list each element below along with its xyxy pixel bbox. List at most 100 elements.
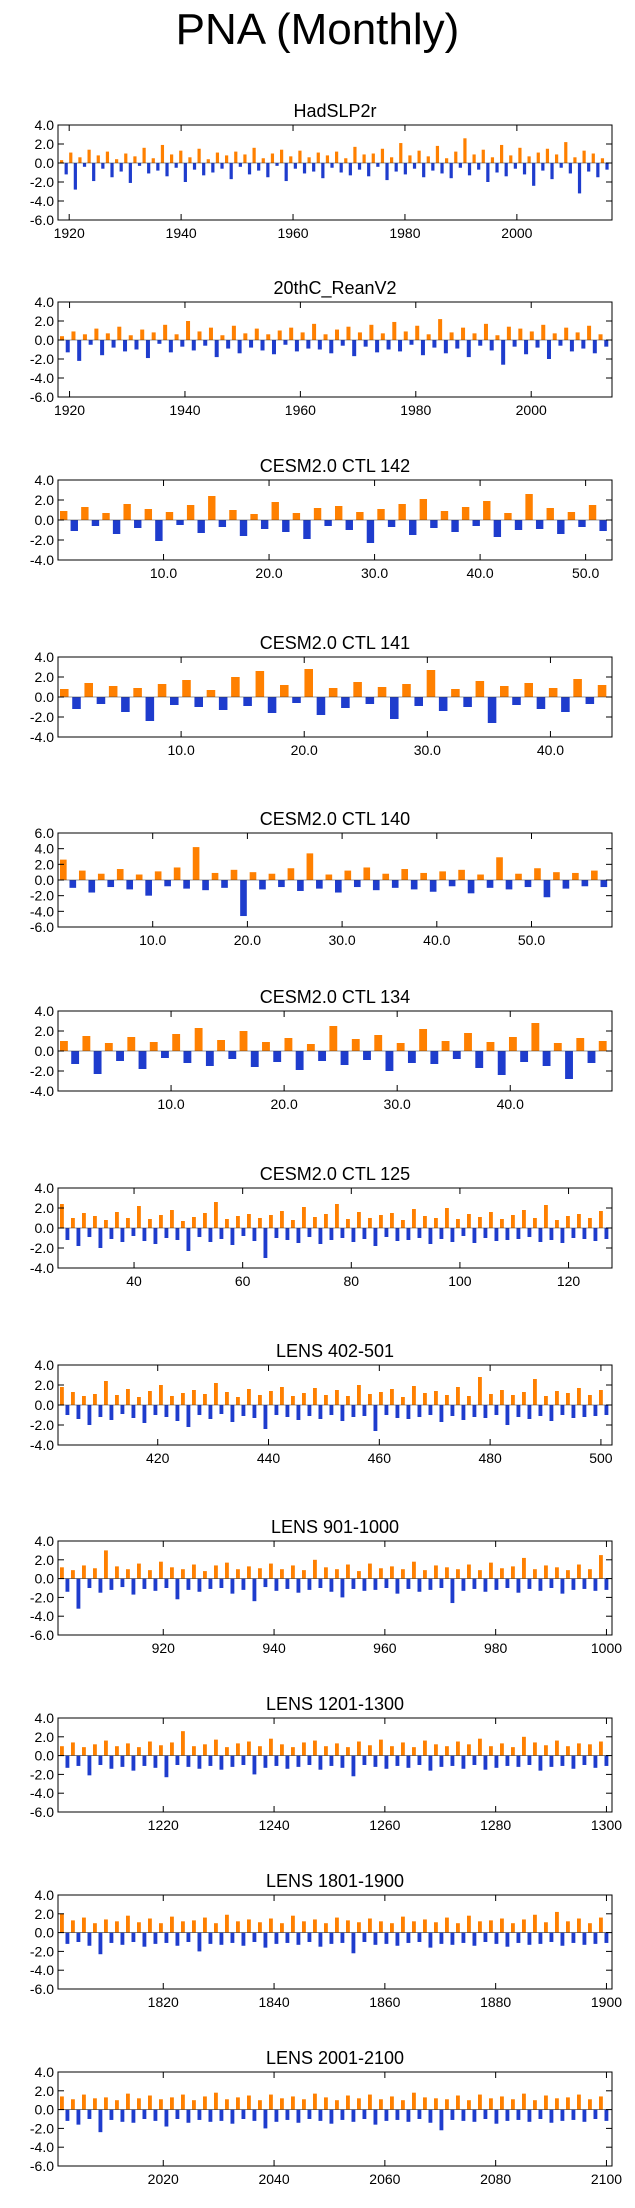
bar — [270, 153, 275, 163]
bar — [120, 1755, 125, 1767]
bar — [417, 1932, 422, 1942]
y-tick-label: -4.0 — [30, 370, 54, 386]
bar — [548, 688, 558, 697]
x-tick-label: 10.0 — [150, 565, 177, 581]
x-tick-label: 2000 — [501, 225, 532, 241]
bar — [500, 1219, 504, 1228]
bar — [357, 1741, 361, 1756]
y-tick-label: 2.0 — [35, 1906, 55, 1922]
bar — [230, 1405, 235, 1422]
bar — [501, 340, 506, 365]
bar — [280, 1569, 284, 1579]
bar — [82, 334, 87, 340]
bar — [533, 1742, 537, 1756]
bar — [137, 1397, 141, 1405]
bar — [481, 149, 485, 163]
bar — [258, 1568, 262, 1579]
x-tick-label: 1280 — [480, 1817, 511, 1833]
x-tick-label: 30.0 — [414, 742, 441, 758]
bar — [531, 1023, 540, 1051]
bar — [239, 1031, 248, 1051]
bar — [282, 520, 290, 532]
y-tick-label: -6.0 — [30, 212, 54, 228]
bar — [192, 1746, 196, 1756]
bar — [571, 1405, 576, 1418]
y-tick-label: -6.0 — [30, 1627, 54, 1643]
bar — [466, 340, 471, 358]
bar — [395, 1755, 400, 1766]
bar — [93, 1923, 97, 1933]
bar — [512, 697, 521, 705]
bar — [208, 1578, 213, 1589]
bar — [357, 2098, 361, 2110]
bar — [123, 340, 128, 352]
bar — [60, 160, 64, 163]
y-tick-label: 2.0 — [35, 492, 55, 508]
y-tick-label: -2.0 — [30, 888, 54, 904]
bar — [573, 679, 582, 697]
bar — [260, 340, 265, 351]
bar — [417, 1405, 422, 1417]
bar — [324, 520, 332, 526]
bar — [557, 520, 565, 534]
bar — [131, 1755, 136, 1771]
bar — [250, 514, 258, 520]
y-tick-label: -4.0 — [30, 193, 54, 209]
bar — [186, 2109, 191, 2123]
bar — [564, 142, 568, 163]
bar — [71, 331, 76, 340]
bar — [496, 857, 503, 880]
bar — [71, 1218, 75, 1228]
bar — [109, 1405, 114, 1420]
x-tick-label: 10.0 — [157, 1096, 184, 1112]
bar — [577, 1388, 581, 1405]
bar — [170, 154, 174, 163]
chart-panel: LENS 1201-1300 4.0 2.0 0.0 -2.0 -4.0 -6.0 1220 1… — [30, 1694, 622, 1833]
bar — [384, 1405, 389, 1415]
y-tick-label: -4.0 — [30, 1260, 54, 1276]
bar — [461, 1932, 466, 1943]
bar — [313, 1919, 317, 1933]
bar — [243, 333, 248, 340]
bar — [208, 1405, 213, 1419]
y-tick-label: 0.0 — [35, 2102, 55, 2118]
panel-title: LENS 402-501 — [276, 1341, 394, 1361]
bar — [566, 1570, 570, 1579]
bar — [445, 158, 449, 163]
bar — [102, 513, 110, 520]
x-tick-label: 1920 — [54, 225, 85, 241]
plot-frame — [57, 301, 613, 398]
plot-frame — [57, 2071, 613, 2167]
bar — [412, 1561, 416, 1579]
x-tick-label: 1980 — [400, 402, 431, 418]
bar — [307, 1578, 312, 1590]
bar — [247, 1741, 251, 1756]
bar — [555, 1567, 559, 1579]
x-tick-label: 10.0 — [167, 742, 194, 758]
bar — [112, 520, 121, 534]
bar — [335, 1917, 339, 1933]
bar — [478, 1377, 482, 1405]
chart-panel: CESM2.0 CTL 134 4.0 2.0 0.0 -2.0 -4.0 10.0 20.0… — [30, 987, 613, 1112]
bar — [384, 2109, 389, 2121]
bar — [538, 2109, 543, 2119]
bar — [467, 1744, 471, 1756]
y-tick-label: -6.0 — [30, 2158, 54, 2174]
bar — [582, 150, 586, 163]
bar — [134, 340, 139, 350]
bar — [247, 1214, 251, 1228]
bar — [170, 697, 179, 705]
bar — [159, 1215, 163, 1228]
bar — [461, 1578, 466, 1591]
bar — [497, 1051, 506, 1075]
bar — [362, 2109, 367, 2119]
bar — [346, 1564, 350, 1579]
bar — [377, 509, 385, 520]
bar — [135, 874, 143, 880]
x-tick-label: 2040 — [258, 2171, 289, 2187]
bar — [179, 150, 183, 163]
bar — [214, 1739, 218, 1756]
panel-title: LENS 901-1000 — [271, 1517, 399, 1537]
bar — [362, 1932, 367, 1942]
bar — [522, 163, 527, 175]
